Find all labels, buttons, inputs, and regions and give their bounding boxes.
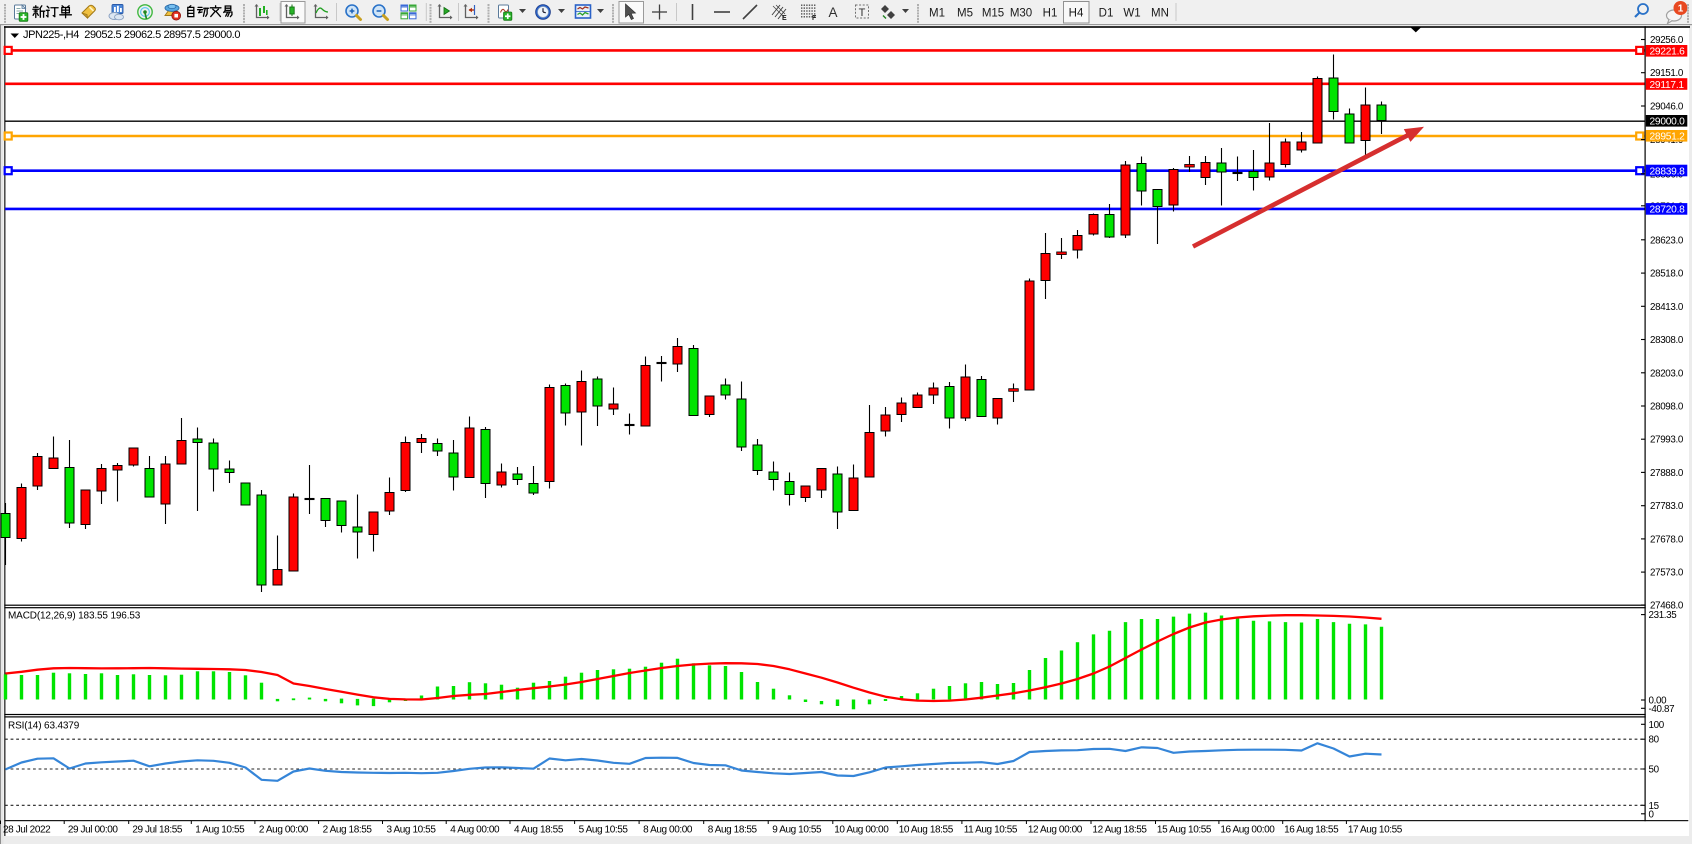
svg-text:4 Aug 18:55: 4 Aug 18:55 xyxy=(514,825,564,836)
svg-text:D1: D1 xyxy=(1099,8,1114,20)
svg-text:28623.0: 28623.0 xyxy=(1650,235,1684,246)
svg-text:3 Aug 10:55: 3 Aug 10:55 xyxy=(387,825,437,836)
svg-text:27888.0: 27888.0 xyxy=(1650,468,1684,479)
svg-text:100: 100 xyxy=(1649,720,1665,731)
svg-text:28720.8: 28720.8 xyxy=(1650,205,1686,216)
svg-text:28 Jul 2022: 28 Jul 2022 xyxy=(3,825,51,836)
svg-text:M15: M15 xyxy=(982,8,1004,20)
svg-text:12 Aug 00:00: 12 Aug 00:00 xyxy=(1028,825,1083,836)
svg-text:27573.0: 27573.0 xyxy=(1650,568,1684,579)
svg-text:29046.0: 29046.0 xyxy=(1650,102,1684,113)
svg-text:JPN225-,H4 29052.5 29062.5 28: JPN225-,H4 29052.5 29062.5 28957.5 29000… xyxy=(23,29,240,41)
svg-text:1: 1 xyxy=(1678,4,1684,15)
svg-text:28951.2: 28951.2 xyxy=(1650,132,1686,143)
svg-text:M30: M30 xyxy=(1010,8,1032,20)
svg-text:27783.0: 27783.0 xyxy=(1650,501,1684,512)
svg-text:28203.0: 28203.0 xyxy=(1650,368,1684,379)
svg-text:80: 80 xyxy=(1649,735,1660,746)
svg-text:15: 15 xyxy=(1649,801,1660,812)
svg-text:9 Aug 10:55: 9 Aug 10:55 xyxy=(772,825,822,836)
svg-text:8 Aug 18:55: 8 Aug 18:55 xyxy=(708,825,758,836)
svg-text:10 Aug 18:55: 10 Aug 18:55 xyxy=(899,825,954,836)
svg-text:E: E xyxy=(782,15,787,22)
svg-text:4 Aug 00:00: 4 Aug 00:00 xyxy=(450,825,500,836)
svg-text:10 Aug 00:00: 10 Aug 00:00 xyxy=(834,825,889,836)
svg-text:8 Aug 00:00: 8 Aug 00:00 xyxy=(643,825,693,836)
svg-text:15 Aug 10:55: 15 Aug 10:55 xyxy=(1157,825,1212,836)
svg-text:16 Aug 00:00: 16 Aug 00:00 xyxy=(1220,825,1275,836)
svg-text:5 Aug 10:55: 5 Aug 10:55 xyxy=(579,825,629,836)
svg-text:29256.0: 29256.0 xyxy=(1650,35,1684,46)
svg-text:29117.1: 29117.1 xyxy=(1650,80,1685,91)
svg-text:28413.0: 28413.0 xyxy=(1650,302,1684,313)
svg-text:M5: M5 xyxy=(957,8,973,20)
svg-text:29221.6: 29221.6 xyxy=(1650,47,1686,58)
svg-text:0.00: 0.00 xyxy=(1649,696,1668,707)
svg-text:H1: H1 xyxy=(1043,8,1058,20)
svg-text:28839.8: 28839.8 xyxy=(1650,166,1686,177)
svg-text:H4: H4 xyxy=(1069,8,1084,20)
svg-text:231.35: 231.35 xyxy=(1649,610,1678,621)
svg-text:MN: MN xyxy=(1151,8,1169,20)
svg-text:28308.0: 28308.0 xyxy=(1650,335,1684,346)
svg-text:0: 0 xyxy=(1649,809,1655,820)
svg-text:T: T xyxy=(859,7,866,19)
svg-text:2 Aug 00:00: 2 Aug 00:00 xyxy=(259,825,309,836)
svg-text:27993.0: 27993.0 xyxy=(1650,435,1684,446)
svg-text:12 Aug 18:55: 12 Aug 18:55 xyxy=(1092,825,1147,836)
svg-text:MACD(12,26,9) 183.55 196.53: MACD(12,26,9) 183.55 196.53 xyxy=(8,611,141,622)
svg-text:1 Aug 10:55: 1 Aug 10:55 xyxy=(195,825,245,836)
svg-text:27468.0: 27468.0 xyxy=(1650,601,1684,612)
svg-text:A: A xyxy=(828,5,837,20)
svg-text:-40.87: -40.87 xyxy=(1649,704,1675,715)
svg-text:29000.0: 29000.0 xyxy=(1650,117,1686,128)
svg-text:16 Aug 18:55: 16 Aug 18:55 xyxy=(1284,825,1339,836)
svg-text:M1: M1 xyxy=(929,8,945,20)
svg-text:RSI(14) 63.4379: RSI(14) 63.4379 xyxy=(8,721,80,732)
svg-text:W1: W1 xyxy=(1123,8,1140,20)
svg-text:28098.0: 28098.0 xyxy=(1650,402,1684,413)
svg-text:50: 50 xyxy=(1649,765,1660,776)
svg-text:11 Aug 10:55: 11 Aug 10:55 xyxy=(964,825,1018,836)
svg-text:29151.0: 29151.0 xyxy=(1650,68,1684,79)
svg-text:17 Aug 10:55: 17 Aug 10:55 xyxy=(1348,825,1403,836)
svg-text:F: F xyxy=(812,15,817,22)
svg-text:29 Jul 18:55: 29 Jul 18:55 xyxy=(132,825,183,836)
svg-text:28518.0: 28518.0 xyxy=(1650,269,1684,280)
svg-text:27678.0: 27678.0 xyxy=(1650,534,1684,545)
svg-text:29 Jul 00:00: 29 Jul 00:00 xyxy=(68,825,119,836)
svg-text:2 Aug 18:55: 2 Aug 18:55 xyxy=(323,825,373,836)
